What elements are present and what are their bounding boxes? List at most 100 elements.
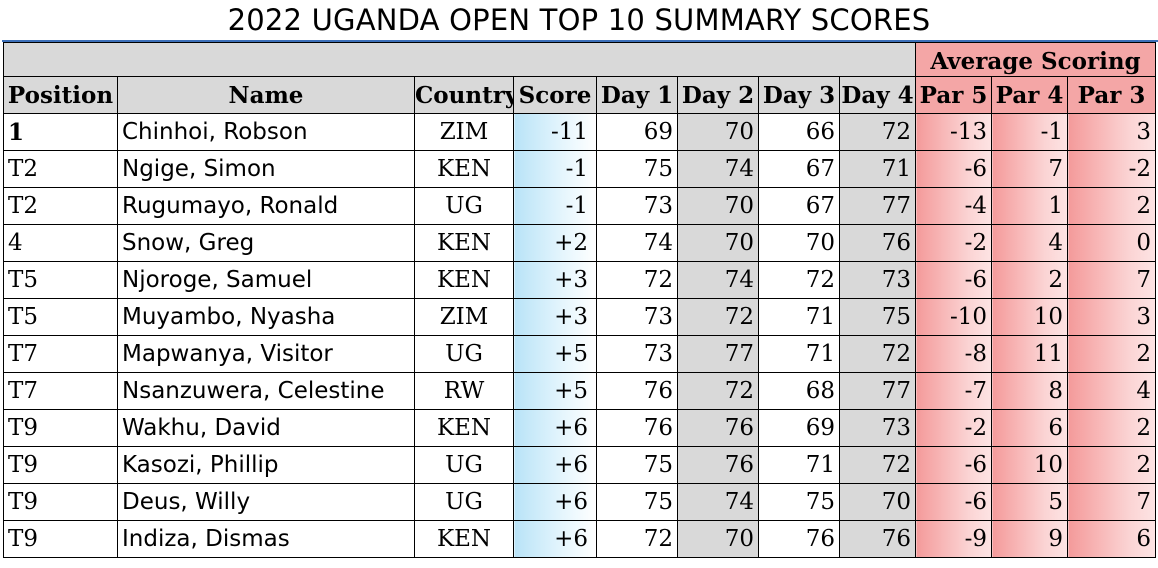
day1-cell: 73 bbox=[596, 335, 678, 373]
table-row: 4 Snow, Greg KEN +2 74 70 70 76 -2 4 0 bbox=[3, 224, 1157, 262]
score-cell: -1 bbox=[513, 187, 597, 225]
day4-cell: 72 bbox=[839, 113, 916, 151]
par4-cell: 7 bbox=[991, 150, 1068, 188]
par3-cell: 2 bbox=[1066, 409, 1157, 447]
day3-cell: 68 bbox=[758, 372, 840, 410]
day2-cell: 72 bbox=[677, 298, 759, 336]
col-par4: Par 4 bbox=[991, 76, 1068, 114]
score-cell: +5 bbox=[513, 335, 597, 373]
day1-cell: 73 bbox=[596, 187, 678, 225]
position-cell: 4 bbox=[3, 224, 118, 262]
column-header-row: Position Name Country Score Day 1 Day 2 … bbox=[3, 76, 1157, 114]
group-header-spacer bbox=[3, 42, 916, 77]
position-cell: T5 bbox=[3, 261, 118, 299]
name-cell: Mapwanya, Visitor bbox=[117, 335, 415, 373]
par5-cell: -2 bbox=[915, 224, 992, 262]
par3-cell: 7 bbox=[1066, 261, 1157, 299]
day1-cell: 75 bbox=[596, 150, 678, 188]
score-cell: +6 bbox=[513, 446, 597, 484]
par4-cell: 11 bbox=[991, 335, 1068, 373]
table-row: T9 Kasozi, Phillip UG +6 75 76 71 72 -6 … bbox=[3, 446, 1157, 484]
name-cell: Ngige, Simon bbox=[117, 150, 415, 188]
score-cell: +3 bbox=[513, 298, 597, 336]
col-par5: Par 5 bbox=[915, 76, 992, 114]
par5-cell: -6 bbox=[915, 261, 992, 299]
group-header-row: Average Scoring bbox=[3, 42, 1157, 77]
day4-cell: 73 bbox=[839, 261, 916, 299]
score-cell: +6 bbox=[513, 483, 597, 521]
position-cell: 1 bbox=[3, 113, 118, 151]
day4-cell: 73 bbox=[839, 409, 916, 447]
day4-cell: 72 bbox=[839, 335, 916, 373]
par3-cell: 2 bbox=[1066, 446, 1157, 484]
day2-cell: 76 bbox=[677, 446, 759, 484]
name-cell: Deus, Willy bbox=[117, 483, 415, 521]
day3-cell: 67 bbox=[758, 150, 840, 188]
position-cell: T2 bbox=[3, 187, 118, 225]
country-cell: UG bbox=[414, 446, 514, 484]
day2-cell: 70 bbox=[677, 113, 759, 151]
name-cell: Kasozi, Phillip bbox=[117, 446, 415, 484]
country-cell: KEN bbox=[414, 150, 514, 188]
col-score: Score bbox=[513, 76, 597, 114]
country-cell: ZIM bbox=[414, 113, 514, 151]
table-row: T5 Njoroge, Samuel KEN +3 72 74 72 73 -6… bbox=[3, 261, 1157, 299]
day3-cell: 75 bbox=[758, 483, 840, 521]
country-cell: KEN bbox=[414, 224, 514, 262]
par4-cell: 6 bbox=[991, 409, 1068, 447]
day2-cell: 74 bbox=[677, 483, 759, 521]
day3-cell: 71 bbox=[758, 446, 840, 484]
position-cell: T5 bbox=[3, 298, 118, 336]
score-cell: +3 bbox=[513, 261, 597, 299]
day1-cell: 75 bbox=[596, 483, 678, 521]
day1-cell: 72 bbox=[596, 520, 678, 558]
day1-cell: 74 bbox=[596, 224, 678, 262]
day3-cell: 72 bbox=[758, 261, 840, 299]
position-cell: T7 bbox=[3, 372, 118, 410]
table-row: T2 Ngige, Simon KEN -1 75 74 67 71 -6 7 … bbox=[3, 150, 1157, 188]
day4-cell: 75 bbox=[839, 298, 916, 336]
name-cell: Wakhu, David bbox=[117, 409, 415, 447]
par3-cell: 7 bbox=[1066, 483, 1157, 521]
par3-cell: 4 bbox=[1066, 372, 1157, 410]
par5-cell: -6 bbox=[915, 483, 992, 521]
day4-cell: 72 bbox=[839, 446, 916, 484]
country-cell: RW bbox=[414, 372, 514, 410]
country-cell: KEN bbox=[414, 409, 514, 447]
par3-cell: 3 bbox=[1066, 113, 1157, 151]
name-cell: Chinhoi, Robson bbox=[117, 113, 415, 151]
par3-cell: 2 bbox=[1066, 335, 1157, 373]
col-day2: Day 2 bbox=[677, 76, 759, 114]
day2-cell: 76 bbox=[677, 409, 759, 447]
par4-cell: 10 bbox=[991, 446, 1068, 484]
name-cell: Njoroge, Samuel bbox=[117, 261, 415, 299]
position-cell: T9 bbox=[3, 520, 118, 558]
day3-cell: 67 bbox=[758, 187, 840, 225]
table-row: T7 Nsanzuwera, Celestine RW +5 76 72 68 … bbox=[3, 372, 1157, 410]
day1-cell: 76 bbox=[596, 372, 678, 410]
par5-cell: -2 bbox=[915, 409, 992, 447]
col-position: Position bbox=[3, 76, 118, 114]
par5-cell: -7 bbox=[915, 372, 992, 410]
par4-cell: 1 bbox=[991, 187, 1068, 225]
day3-cell: 66 bbox=[758, 113, 840, 151]
day4-cell: 76 bbox=[839, 520, 916, 558]
day4-cell: 77 bbox=[839, 187, 916, 225]
day3-cell: 69 bbox=[758, 409, 840, 447]
par4-cell: 2 bbox=[991, 261, 1068, 299]
table-row: 1 Chinhoi, Robson ZIM -11 69 70 66 72 -1… bbox=[3, 113, 1157, 151]
country-cell: ZIM bbox=[414, 298, 514, 336]
col-country: Country bbox=[414, 76, 514, 114]
score-cell: -1 bbox=[513, 150, 597, 188]
average-scoring-header: Average Scoring bbox=[914, 42, 1157, 77]
col-day3: Day 3 bbox=[758, 76, 840, 114]
name-cell: Snow, Greg bbox=[117, 224, 415, 262]
table-row: T2 Rugumayo, Ronald UG -1 73 70 67 77 -4… bbox=[3, 187, 1157, 225]
position-cell: T2 bbox=[3, 150, 118, 188]
day2-cell: 70 bbox=[677, 187, 759, 225]
day2-cell: 74 bbox=[677, 150, 759, 188]
country-cell: UG bbox=[414, 335, 514, 373]
day3-cell: 70 bbox=[758, 224, 840, 262]
par3-cell: 3 bbox=[1066, 298, 1157, 336]
position-cell: T9 bbox=[3, 483, 118, 521]
